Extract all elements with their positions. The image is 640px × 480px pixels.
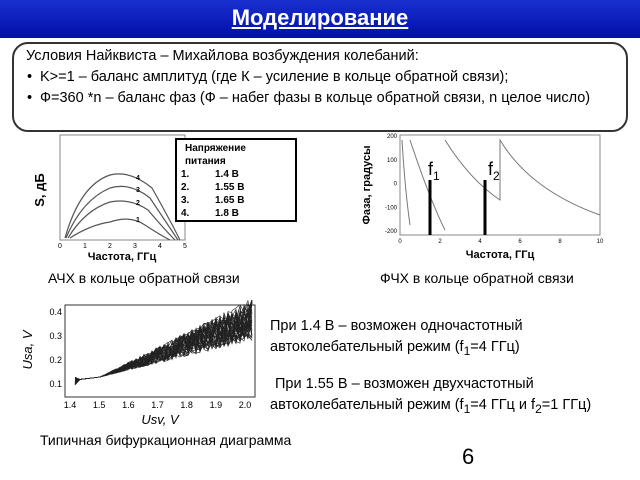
- slide-title: Моделирование: [231, 5, 409, 30]
- x-tick-label: 3: [133, 243, 137, 250]
- legend-number: 2.: [181, 182, 190, 193]
- note-text: При 1.55 В – возможен двухчастотный авто…: [270, 376, 534, 413]
- x-tick-label: 1.6: [122, 400, 135, 410]
- conditions-heading: Условия Найквиста – Михайлова возбуждени…: [26, 48, 419, 64]
- plot-frame: [399, 134, 601, 236]
- caption: Типичная бифуркационная диаграмма: [40, 432, 292, 448]
- legend-label: 1.8 В: [215, 208, 239, 219]
- y-tick-label: 0: [394, 182, 398, 188]
- note-subscript: 2: [535, 401, 542, 416]
- x-tick-label: 4: [478, 239, 482, 245]
- curve-label: 1: [136, 217, 140, 224]
- x-tick-label: 2: [108, 243, 112, 250]
- legend-title: Напряжение питания: [185, 143, 246, 167]
- marker-name: f: [488, 159, 494, 179]
- legend-number: 1.: [181, 169, 190, 180]
- y-axis-label: S, дБ: [32, 173, 47, 207]
- legend-item: 1. 1.4 В: [181, 168, 291, 181]
- x-axis-label: Usv, V: [141, 412, 180, 427]
- caption: ФЧХ в кольце обратной связи: [380, 270, 574, 286]
- note: При 1.55 В – возможен двухчастотный авто…: [270, 374, 630, 420]
- y-axis-label: Фаза, градусы: [361, 145, 373, 224]
- x-tick-label: 1: [83, 243, 87, 250]
- y-axis-label: Usa, V: [20, 329, 35, 369]
- condition-item: K>=1 – баланс амплитуд (где К – усиление…: [27, 67, 626, 88]
- legend-label: 1.65 В: [215, 195, 245, 206]
- x-tick-label: 1.4: [64, 400, 77, 410]
- y-tick-label: -100: [385, 205, 398, 211]
- x-tick-label: 1.5: [93, 400, 106, 410]
- trajectory: [74, 302, 253, 380]
- note-subscript: 1: [463, 401, 471, 416]
- y-tick-label: 0.3: [49, 331, 62, 341]
- marker-label: f2: [488, 159, 500, 183]
- marker-sub: 1: [433, 169, 440, 183]
- note-text: =4 ГГц и f: [470, 397, 536, 413]
- x-tick-label: 0: [398, 239, 402, 245]
- caption: АЧХ в кольце обратной связи: [48, 270, 240, 286]
- y-tick-label: -200: [385, 229, 398, 235]
- x-axis-label: Частота, ГГц: [466, 249, 535, 261]
- legend-item: 3. 1.65 В: [181, 194, 291, 207]
- x-tick-label: 1.7: [151, 400, 164, 410]
- x-axis-label: Частота, ГГц: [88, 251, 157, 263]
- marker-sub: 2: [493, 169, 500, 183]
- trajectory: [74, 300, 253, 384]
- y-tick-label: 100: [387, 158, 398, 164]
- y-tick-label: 200: [387, 134, 398, 140]
- x-tick-label: 8: [558, 239, 562, 245]
- x-tick-label: 4: [158, 243, 162, 250]
- y-tick-label: 0.1: [49, 379, 62, 389]
- marker-label: f1: [428, 159, 440, 183]
- x-tick-label: 2: [438, 239, 442, 245]
- bifurcation-points: [74, 300, 253, 386]
- marker-name: f: [428, 159, 434, 179]
- plot-frame: [64, 304, 256, 398]
- legend: Напряжение питания 1. 1.4 В 2. 1.55 В 3. 1.65…: [175, 138, 297, 222]
- legend-label: 1.4 В: [215, 169, 239, 180]
- x-tick-label: 6: [518, 239, 522, 245]
- note-subscript: 1: [463, 343, 471, 358]
- amplitude-plot: S, дБ Частота, ГГц 0 1 2 3 4 5 1 2 3 4: [32, 134, 187, 263]
- x-tick-label: 2.0: [239, 400, 252, 410]
- x-tick-label: 10: [597, 239, 604, 245]
- curve-label: 4: [136, 175, 140, 182]
- page-number: 6: [462, 444, 475, 469]
- curves: [64, 173, 181, 241]
- y-tick-label: 0.2: [49, 355, 62, 365]
- legend-number: 4.: [181, 208, 190, 219]
- plot-frame: [59, 134, 186, 241]
- y-tick-label: 0.4: [49, 307, 62, 317]
- condition-item: Ф=360 *n – баланс фаз (Ф – набег фазы в …: [27, 88, 626, 109]
- legend-number: 3.: [181, 195, 190, 206]
- bifurcation-plot: Usa, V Usv, V 1.4 1.5 1.6 1.7 1.8 1.9 2.0 0.4 0.…: [20, 300, 256, 427]
- conditions-list: K>=1 – баланс амплитуд (где К – усиление…: [26, 67, 626, 109]
- legend-label: 1.55 В: [215, 182, 245, 193]
- curves: [401, 138, 601, 231]
- note: При 1.4 В – возможен одночастотный авток…: [270, 316, 570, 362]
- legend-item: 2. 1.55 В: [181, 181, 291, 194]
- note-text: =4 ГГц): [470, 339, 520, 355]
- x-tick-label: 5: [183, 243, 187, 250]
- conditions-box: Условия Найквиста – Михайлова возбуждени…: [12, 42, 628, 132]
- legend-item: 4. 1.8 В: [181, 207, 291, 220]
- note-text: =1 ГГц): [541, 397, 592, 413]
- phase-plot: Фаза, градусы Частота, ГГц 2001000-100-2…: [361, 134, 604, 261]
- curve-label: 2: [136, 200, 140, 207]
- curve-label: 3: [136, 187, 140, 194]
- note-text: При 1.4 В – возможен одночастотный авток…: [270, 318, 523, 355]
- x-tick-label: 1.8: [180, 400, 193, 410]
- x-tick-label: 1.9: [210, 400, 223, 410]
- title-bar: [0, 0, 640, 38]
- x-tick-label: 0: [58, 243, 62, 250]
